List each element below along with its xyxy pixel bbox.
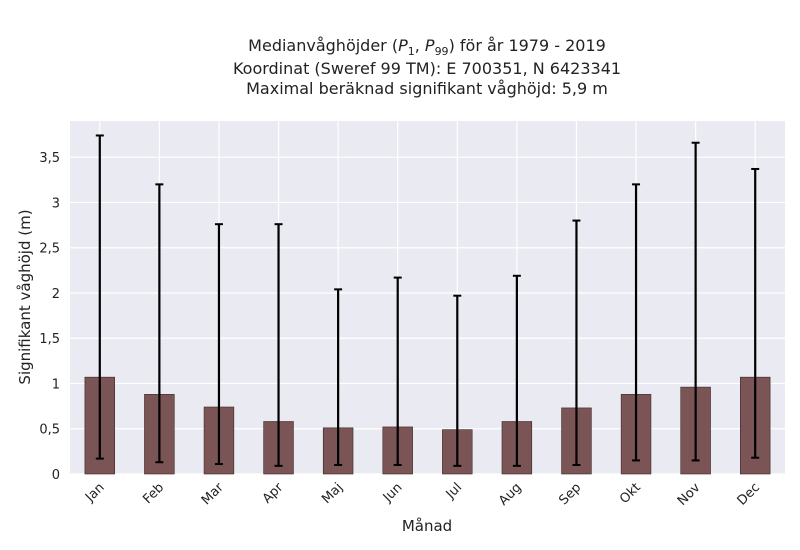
y-tick-label: 0,5: [39, 423, 60, 438]
error-bar-jul: [453, 294, 462, 467]
x-tick-label: Okt: [617, 480, 644, 507]
error-bar-jun: [393, 276, 402, 466]
error-bar-maj: [334, 288, 343, 466]
x-tick-label: Mar: [199, 480, 227, 508]
error-bar-mar: [214, 223, 223, 466]
y-axis-label: Signifikant våghöjd (m): [16, 209, 34, 384]
x-tick-label: Nov: [675, 480, 704, 509]
error-bar-okt: [632, 183, 641, 462]
x-tick-label: Jan: [82, 480, 107, 505]
y-tick-label: 2: [52, 287, 60, 302]
error-bar-feb: [155, 183, 164, 464]
y-tick-label: 3,5: [39, 151, 60, 166]
y-tick-label: 1: [52, 377, 60, 392]
x-tick-label: Dec: [735, 480, 763, 508]
x-axis-label: Månad: [402, 517, 452, 535]
error-bar-nov: [691, 141, 700, 462]
x-tick-label: Aug: [496, 480, 525, 509]
error-bar-sep: [572, 219, 581, 466]
plot-area: [70, 121, 785, 474]
y-ticks: 0 0,5 1 1,5 2 2,5 3 3,5: [39, 151, 60, 483]
error-bar-dec: [751, 167, 760, 459]
error-bars: [95, 134, 760, 467]
error-bar-aug: [512, 274, 521, 467]
x-ticks: Jan Feb Mar Apr Maj Jun Jul Aug Sep Okt Nov Dec: [82, 480, 763, 509]
x-tick-label: Maj: [319, 480, 346, 507]
y-tick-label: 1,5: [39, 332, 60, 347]
chart-title-line-1: Medianvåghöjder (P1, P99) för år 1979 - …: [248, 36, 606, 58]
y-tick-label: 3: [52, 196, 60, 211]
chart-title-line-3: Maximal beräknad signifikant våghöjd: 5,…: [246, 79, 608, 98]
error-bar-jan: [95, 134, 104, 460]
y-tick-label: 0: [52, 468, 60, 483]
chart-title-line-2: Koordinat (Sweref 99 TM): E 700351, N 64…: [233, 59, 621, 78]
x-tick-label: Feb: [140, 480, 167, 507]
error-bar-apr: [274, 223, 283, 467]
y-tick-label: 2,5: [39, 242, 60, 257]
x-tick-label: Apr: [260, 480, 287, 507]
x-tick-label: Jun: [380, 480, 406, 506]
x-tick-label: Sep: [556, 480, 584, 508]
x-tick-label: Jul: [443, 480, 465, 502]
